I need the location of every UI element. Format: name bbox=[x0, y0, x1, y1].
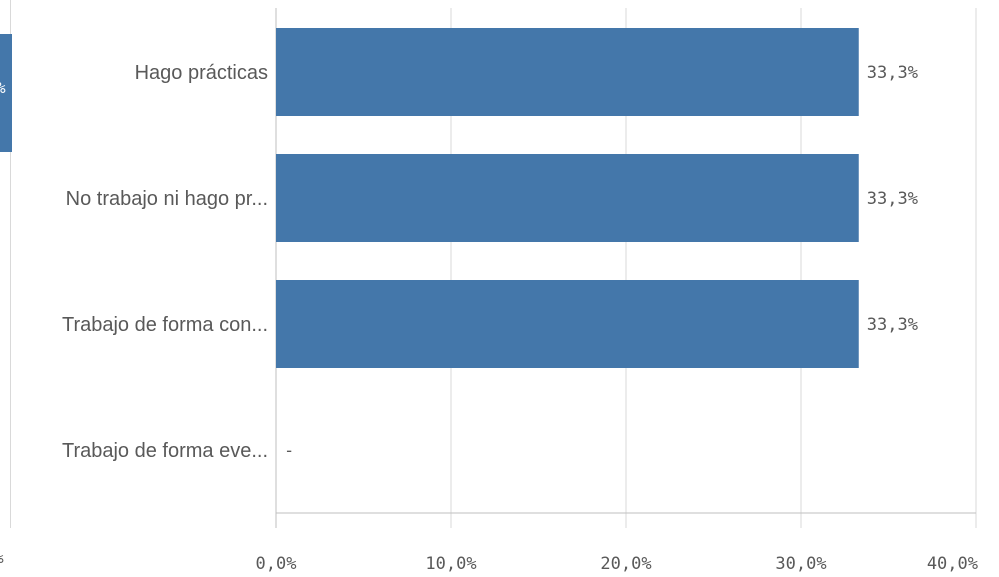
x-tick-label: 40,0% bbox=[927, 554, 978, 574]
x-tick-label: 30,0% bbox=[775, 554, 826, 574]
x-tick-label: 20,0% bbox=[600, 554, 651, 574]
x-tick-label: 10,0% bbox=[425, 554, 476, 574]
category-label: Trabajo de forma eve... bbox=[62, 440, 268, 462]
adjacent-chart-bar[interactable] bbox=[0, 34, 12, 152]
data-label: 33,3% bbox=[867, 189, 918, 209]
category-label: Hago prácticas bbox=[135, 62, 268, 84]
bar[interactable] bbox=[276, 154, 859, 242]
bar[interactable] bbox=[276, 280, 859, 368]
adjacent-chart-gridline bbox=[10, 0, 11, 528]
category-label: No trabajo ni hago pr... bbox=[66, 188, 268, 210]
adjacent-chart-tick-label: % bbox=[0, 548, 4, 567]
bar[interactable] bbox=[276, 28, 859, 116]
category-label: Trabajo de forma con... bbox=[62, 314, 268, 336]
data-label: 33,3% bbox=[867, 63, 918, 83]
adjacent-chart-edge: % % bbox=[0, 0, 14, 577]
x-tick-label: 0,0% bbox=[256, 554, 297, 574]
data-label: - bbox=[284, 441, 294, 461]
data-label: 33,3% bbox=[867, 315, 918, 335]
adjacent-chart-bar-label: % bbox=[0, 78, 6, 97]
